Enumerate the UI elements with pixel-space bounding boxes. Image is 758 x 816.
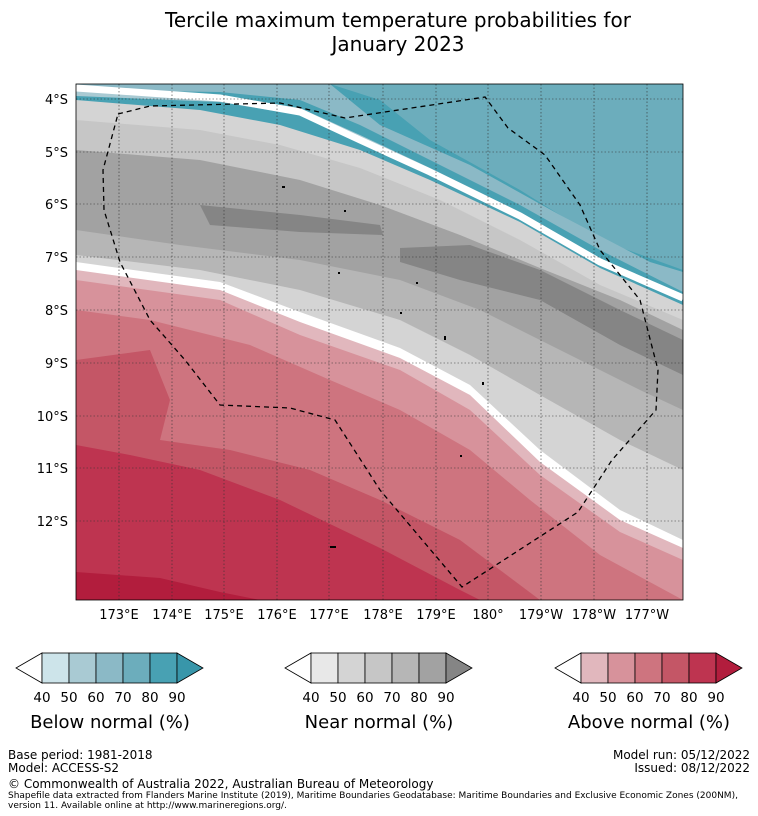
probability-field — [76, 84, 683, 600]
colorbar-segment — [337, 652, 366, 684]
cb-tick: 40 — [33, 690, 50, 706]
map-title: Tercile maximum temperature probabilitie… — [0, 8, 758, 56]
model-name: Model: ACCESS-S2 — [8, 761, 120, 775]
lat-label: 4°S — [45, 93, 68, 108]
colorbar-segment — [607, 652, 636, 684]
lat-label: 7°S — [45, 251, 68, 266]
below-near-boundary — [76, 84, 683, 302]
lon-label: 177°E — [309, 608, 349, 623]
lat-label: 12°S — [37, 515, 68, 530]
colorbar-segment — [149, 652, 178, 684]
lon-label: 175°E — [204, 608, 244, 623]
colorbar-segment — [364, 652, 393, 684]
below-normal-60-band — [76, 84, 683, 292]
shapefile-credit: Shapefile data extracted from Flanders M… — [8, 791, 753, 811]
lon-label: 179°W — [519, 608, 563, 623]
lat-label: 10°S — [37, 410, 68, 425]
colorbar-segment — [68, 652, 97, 684]
cb-tick: 70 — [383, 690, 400, 706]
colorbar-ticks: 40 50 60 70 80 90 40 50 60 70 80 90 40 5… — [33, 690, 724, 706]
colorbar-segment — [122, 652, 151, 684]
colorbar-segment — [41, 652, 70, 684]
base-period: Base period: 1981-2018 — [8, 748, 153, 762]
islands — [282, 186, 484, 548]
lat-label: 9°S — [45, 357, 68, 372]
lon-label: 173°E — [99, 608, 139, 623]
lon-label: 179°E — [416, 608, 456, 623]
colorbar-segment — [418, 652, 447, 684]
cb-tick: 90 — [437, 690, 454, 706]
cb-tick: 80 — [141, 690, 158, 706]
cb-tick: 50 — [329, 690, 346, 706]
cb-tick: 40 — [302, 690, 319, 706]
footer-right: Model run: 05/12/2022 Issued: 08/12/2022 — [613, 749, 750, 775]
colorbar-below-normal — [15, 652, 204, 684]
below-normal-70-band — [76, 84, 683, 270]
colorbar-segment — [580, 652, 609, 684]
lon-label: 177°W — [625, 608, 669, 623]
colorbar-segment — [634, 652, 663, 684]
colorbar-extend-high — [445, 652, 473, 684]
near-normal-90-patch-east — [400, 245, 683, 375]
issued-date: Issued: 08/12/2022 — [634, 761, 750, 775]
eez-boundary — [102, 96, 659, 588]
lat-label: 6°S — [45, 198, 68, 213]
colorbar-segment — [661, 652, 690, 684]
lon-label: 180° — [472, 608, 503, 623]
cb-tick: 60 — [626, 690, 643, 706]
title-line-1: Tercile maximum temperature probabilitie… — [165, 8, 631, 32]
cb-tick: 70 — [114, 690, 131, 706]
lat-label: 8°S — [45, 304, 68, 319]
cb-tick: 50 — [599, 690, 616, 706]
colorbar-extend-low — [15, 652, 43, 684]
shapefile-line-2: version 11. Available online at http://w… — [8, 801, 287, 811]
colorbar-segment — [391, 652, 420, 684]
lon-label: 178°W — [572, 608, 616, 623]
cb-tick: 60 — [356, 690, 373, 706]
lon-label: 176°E — [257, 608, 297, 623]
colorbar-extend-high — [715, 652, 743, 684]
colorbar-near-normal — [284, 652, 473, 684]
copyright: © Commonwealth of Australia 2022, Austra… — [8, 777, 434, 791]
colorbar-above-normal — [554, 652, 743, 684]
map-frame — [75, 83, 684, 601]
lon-label: 178°E — [363, 608, 403, 623]
colorbar-extend-low — [284, 652, 312, 684]
cb-tick: 50 — [60, 690, 77, 706]
lat-label: 5°S — [45, 146, 68, 161]
cb-tick: 60 — [87, 690, 104, 706]
colorbar-title-above: Above normal (%) — [568, 712, 730, 733]
colorbar-segment — [688, 652, 717, 684]
lon-label: 174°E — [152, 608, 192, 623]
above-normal-90-patch — [76, 572, 260, 600]
latitude-axis: 4°S 5°S 6°S 7°S 8°S 9°S 10°S 11°S 12°S — [37, 93, 68, 530]
colorbar-extend-high — [176, 652, 204, 684]
cb-tick: 40 — [572, 690, 589, 706]
near-normal-90-patch-west — [200, 205, 383, 235]
lat-label: 11°S — [37, 462, 68, 477]
colorbar-segment — [310, 652, 339, 684]
above-normal-80-band — [76, 445, 480, 600]
colorbar-extend-low — [554, 652, 582, 684]
cb-tick: 80 — [680, 690, 697, 706]
cb-tick: 80 — [410, 690, 427, 706]
cb-tick: 90 — [168, 690, 185, 706]
longitude-axis: 173°E 174°E 175°E 176°E 177°E 178°E 179°… — [99, 608, 669, 623]
colorbar-titles: Below normal (%) Near normal (%) Above n… — [30, 712, 730, 733]
colorbar-title-below: Below normal (%) — [30, 712, 190, 733]
title-line-2: January 2023 — [331, 32, 465, 56]
cb-tick: 90 — [707, 690, 724, 706]
footer-left: Base period: 1981-2018 Model: ACCESS-S2 — [8, 749, 153, 775]
shapefile-line-1: Shapefile data extracted from Flanders M… — [8, 791, 738, 801]
colorbar-title-near: Near normal (%) — [305, 712, 454, 733]
cb-tick: 70 — [653, 690, 670, 706]
colorbar-segment — [95, 652, 124, 684]
model-run: Model run: 05/12/2022 — [612, 748, 750, 762]
